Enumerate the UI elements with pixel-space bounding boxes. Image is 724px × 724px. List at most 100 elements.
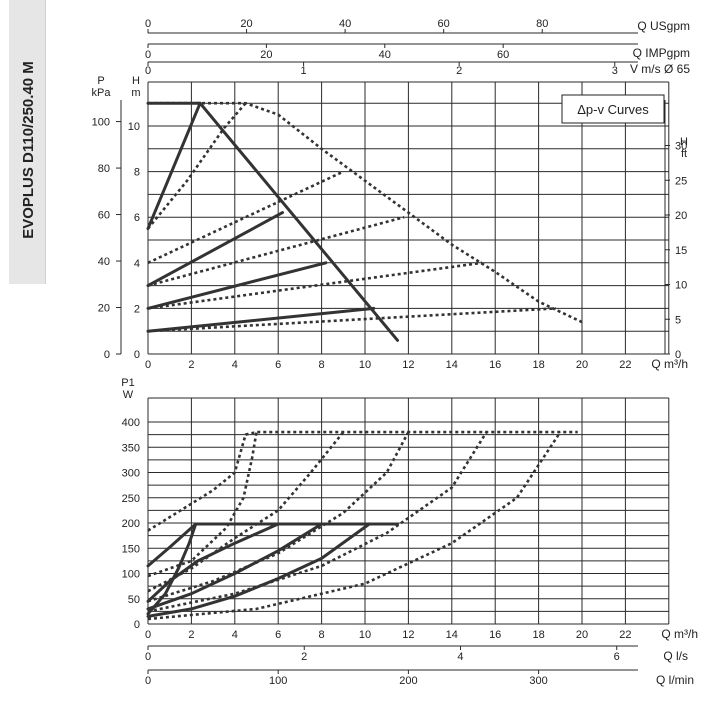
impgpm-tick-label: 20 [260,49,272,61]
top-x-tick-label: 10 [359,359,371,371]
lmin-tick-label: 100 [269,675,287,687]
bottom-x-tick-label: 20 [576,629,588,641]
ft-axis-letter: H [680,136,688,148]
power-dotted-curve-5 [147,430,578,532]
p1-tick-label: 150 [122,543,140,555]
top-x-tick-label: 20 [576,359,588,371]
usgpm-tick-label: 60 [438,18,450,30]
kpa-tick-label: 40 [98,256,110,268]
top-x-tick-label: 6 [275,359,281,371]
ft-tick-label: 5 [675,314,681,326]
head-solid-curve-3 [146,261,328,310]
power-dotted-curve-6 [147,431,258,578]
lmin-tick-label: 300 [529,675,547,687]
bottom-x-tick-label: 10 [359,629,371,641]
bottom-x-tick-label: 6 [275,629,281,641]
head-dotted-curve-6 [148,101,583,324]
usgpm-unit-label: Q USgpm [637,19,690,33]
ft-tick-label: 20 [675,210,687,222]
bottom-x-tick-label: 0 [145,629,151,641]
head-solid-curve-0 [146,101,202,231]
impgpm-unit-label: Q IMPgpm [633,46,690,60]
top-x-tick-label: 0 [145,359,151,371]
bottom-x-unit-label: Q m³/h [661,627,698,641]
axes-layer [116,29,670,674]
lmin-unit-label: Q l/min [656,673,694,687]
ft-tick-label: 10 [675,280,687,292]
p1-tick-label: 0 [134,619,140,631]
head-solid-curve-1 [198,101,399,342]
top-x-tick-label: 8 [319,359,325,371]
ft-tick-label: 15 [675,245,687,257]
head-dotted-curve-9 [147,261,483,310]
power-dotted-curve-9 [147,431,488,613]
p1-tick-label: 300 [122,468,140,480]
lmin-tick-label: 200 [399,675,417,687]
m-tick-label: 8 [134,167,140,179]
impgpm-tick-label: 40 [379,49,391,61]
ls-tick-label: 2 [301,651,307,663]
bottom-x-tick-label: 14 [446,629,458,641]
bottom-x-tick-label: 12 [402,629,414,641]
ls-tick-label: 4 [457,651,463,663]
bottom-x-tick-label: 8 [319,629,325,641]
kpa-tick-label: 100 [92,117,110,129]
ls-tick-label: 6 [614,651,620,663]
bottom-x-tick-label: 4 [232,629,238,641]
m-axis-unit: m [131,87,140,99]
ft-tick-label: 25 [675,175,687,187]
legend-box-label: Δp-v Curves [577,102,649,117]
power-solid-curve-3 [146,522,324,611]
top-x-tick-label: 16 [489,359,501,371]
p1-tick-label: 350 [122,442,140,454]
power-solid-curve-2 [146,522,280,603]
legend-box [561,94,665,124]
impgpm-tick-label: 60 [497,49,509,61]
head-dotted-curve-10 [147,307,557,333]
power-solid-curve-1 [146,522,198,616]
lmin-tick-label: 0 [145,675,151,687]
top-x-tick-label: 4 [232,359,238,371]
velocity-tick-label: 2 [456,65,462,77]
p1-tick-label: 400 [122,417,140,429]
velocity-unit-label: V m/s Ø 65 [630,62,690,76]
usgpm-tick-label: 0 [145,18,151,30]
product-title: EVOPLUS D110/250.40 M [20,61,37,239]
top-x-unit-label: Q m³/h [651,357,688,371]
top-x-tick-label: 2 [188,359,194,371]
usgpm-tick-label: 20 [240,18,252,30]
bottom-x-tick-label: 18 [532,629,544,641]
m-tick-label: 6 [134,212,140,224]
kpa-tick-label: 20 [98,303,110,315]
kpa-axis-unit: kPa [92,87,112,99]
bottom-x-tick-label: 16 [489,629,501,641]
p1-tick-label: 50 [128,594,140,606]
ls-unit-label: Q l/s [663,649,688,663]
curves-layer [146,101,583,621]
top-x-tick-label: 12 [402,359,414,371]
impgpm-tick-label: 0 [145,49,151,61]
usgpm-tick-label: 40 [339,18,351,30]
velocity-tick-label: 3 [612,65,618,77]
p1-tick-label: 250 [122,493,140,505]
head-dotted-curve-8 [147,215,405,287]
power-dotted-curve-7 [147,431,345,593]
power-solid-curve-0 [146,522,399,568]
m-tick-label: 2 [134,303,140,315]
ft-axis-unit: ft [681,148,687,160]
kpa-axis-letter: P [97,75,104,87]
kpa-tick-label: 0 [104,349,110,361]
kpa-tick-label: 60 [98,210,110,222]
power-dotted-curve-10 [147,431,562,621]
p1-tick-label: 200 [122,518,140,530]
velocity-tick-label: 0 [145,65,151,77]
m-axis-letter: H [132,75,140,87]
head-solid-curve-2 [146,211,284,288]
m-tick-label: 10 [128,121,140,133]
bottom-x-tick-label: 2 [188,629,194,641]
ft-tick-label: 0 [675,349,681,361]
p1-axis-letter: P1 [121,377,134,389]
velocity-tick-label: 1 [301,65,307,77]
